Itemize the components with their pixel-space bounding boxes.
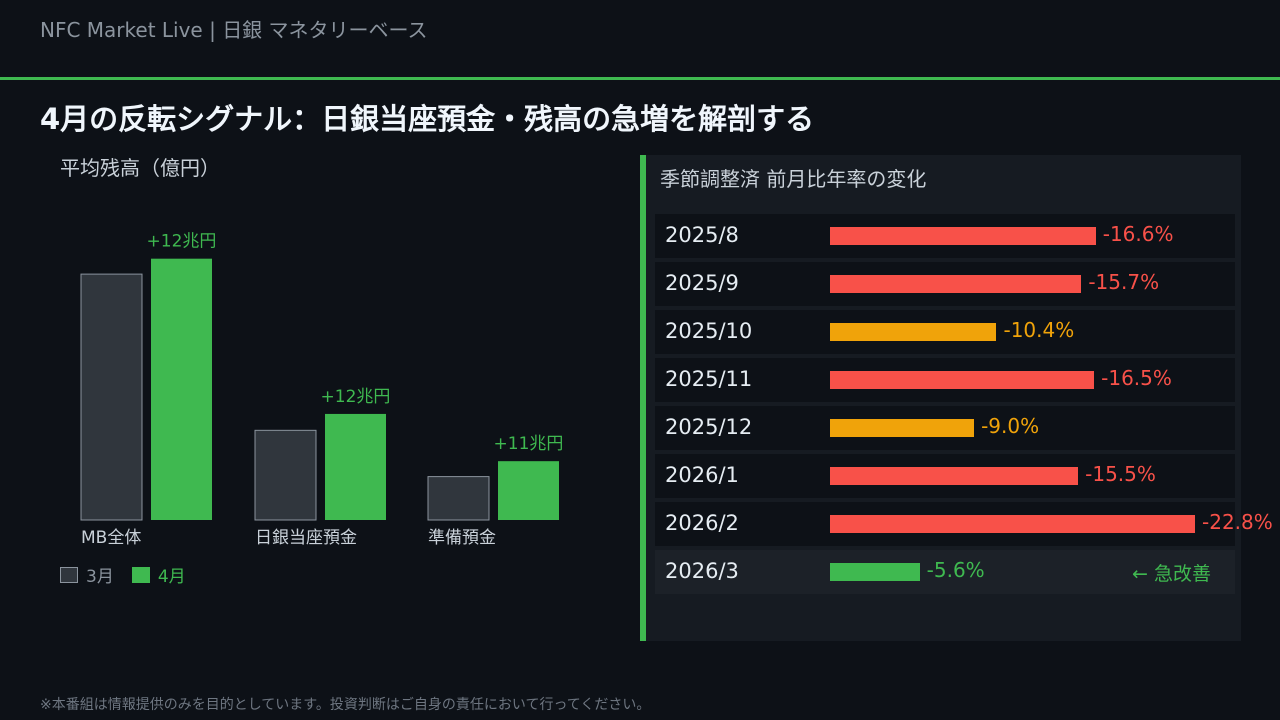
legend-swatch-april [131,566,150,583]
row-month-label: 2025/8 [665,223,739,247]
bar-annotation-0: +12兆円 [147,232,217,252]
row-month-label: 2025/11 [665,367,753,391]
row-bar [830,515,1195,533]
row-month-label: 2026/2 [665,511,739,535]
bar-chart-title: 平均残高（億円） [60,156,220,180]
row-month-label: 2026/1 [665,463,739,487]
row-bar [830,323,997,341]
legend-label-april: 4月 [157,567,186,587]
bar-april-1 [325,413,386,520]
row-value-label: -16.6% [1102,222,1174,246]
row-month-label: 2025/10 [665,319,753,343]
category-label-0: MB全体 [81,528,141,548]
mom-change-rows: 2025/8 -16.6% 2025/9 -15.7% 2025/10 -10.4% 202… [655,214,1273,598]
legend-item-march: 3月 [60,562,114,587]
row-month-label: 2025/9 [665,271,739,295]
mom-row: 2026/2 -22.8% [655,502,1273,546]
mom-row: 2025/10 -10.4% [655,310,1235,354]
row-value-label: -5.6% [926,558,985,582]
row-value-label: -15.7% [1088,270,1160,294]
row-value-label: -10.4% [1003,318,1075,342]
bar-annotation-2: +11兆円 [494,434,564,454]
improvement-note: ← 急改善 [1132,563,1211,585]
bar-march-2 [427,476,490,521]
row-bar [830,371,1095,389]
row-value-label: -9.0% [981,414,1040,438]
bar-annotation-1: +12兆円 [321,387,391,407]
legend-swatch-march [60,566,78,583]
row-bar [830,275,1082,293]
mom-row: 2025/9 -15.7% [655,262,1235,306]
header-bar: NFC Market Live | 日銀 マネタリーベース [0,0,1280,80]
row-month-label: 2026/3 [665,559,739,583]
bar-april-0 [151,258,212,520]
disclaimer: ※本番組は情報提供のみを目的としています。投資判断はご自身の責任において行ってく… [40,697,651,713]
bar-march-0 [80,273,143,521]
row-bar [830,467,1079,485]
mom-row: 2026/3 -5.6% ← 急改善 [655,550,1235,594]
bar-march-1 [254,429,317,521]
mom-row: 2025/8 -16.6% [655,214,1235,258]
row-bar [830,419,975,437]
panel-title: 季節調整済 前月比年率の変化 [660,167,927,191]
row-month-label: 2025/12 [665,415,753,439]
bar-april-2 [498,461,559,520]
row-bar [830,563,920,581]
row-value-label: -15.5% [1085,462,1156,486]
row-bar [830,227,1096,245]
mom-change-panel: 季節調整済 前月比年率の変化 2025/8 -16.6% 2025/9 -15.7% 2… [640,155,1273,641]
row-value-label: -22.8% [1202,510,1273,534]
mom-row: 2025/12 -9.0% [655,406,1235,450]
legend-label-march: 3月 [86,567,114,587]
legend-item-april: 4月 [131,562,186,587]
header-text: NFC Market Live | 日銀 マネタリーベース [40,18,428,42]
page-title: 4月の反転シグナル：日銀当座預金・残高の急増を解剖する [40,102,815,136]
bar-chart-legend: 3月 4月 [60,562,204,587]
category-label-1: 日銀当座預金 [255,528,357,548]
mom-row: 2025/11 -16.5% [655,358,1235,402]
row-value-label: -16.5% [1101,366,1172,390]
category-label-2: 準備預金 [428,528,496,548]
mom-row: 2026/1 -15.5% [655,454,1235,498]
